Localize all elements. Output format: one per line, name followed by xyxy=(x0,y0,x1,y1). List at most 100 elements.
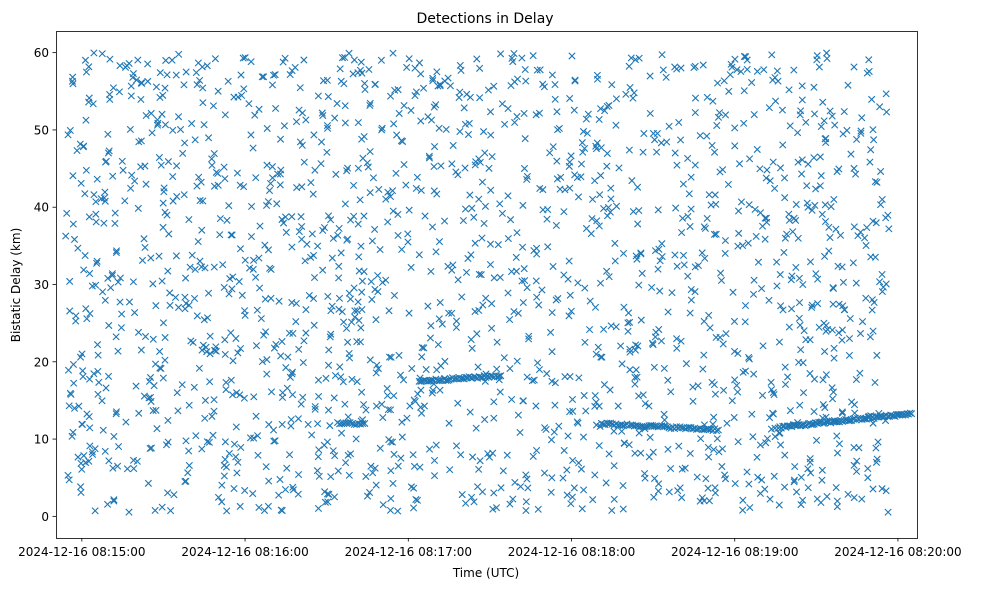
data-point xyxy=(232,334,240,343)
data-point xyxy=(450,375,458,383)
data-point xyxy=(513,229,521,237)
data-point xyxy=(810,407,818,416)
data-point xyxy=(233,169,242,177)
data-point xyxy=(588,214,596,223)
data-point xyxy=(882,487,890,495)
data-point xyxy=(684,154,692,163)
data-point xyxy=(845,335,854,343)
data-point xyxy=(821,217,830,226)
data-point xyxy=(255,105,263,113)
data-point xyxy=(750,276,758,284)
data-point xyxy=(555,422,563,430)
data-point xyxy=(641,399,649,408)
data-point xyxy=(712,230,720,238)
data-point xyxy=(236,345,245,353)
data-point xyxy=(634,342,642,350)
data-point xyxy=(713,435,721,443)
data-point xyxy=(525,332,533,340)
data-point xyxy=(597,144,605,152)
data-point xyxy=(822,371,830,379)
data-point xyxy=(412,88,421,96)
data-point xyxy=(694,382,702,390)
data-point xyxy=(279,219,288,227)
data-point xyxy=(535,301,543,309)
data-point xyxy=(494,241,502,249)
data-point xyxy=(182,68,190,76)
data-point xyxy=(853,135,861,144)
data-point xyxy=(83,315,91,323)
data-point xyxy=(192,69,200,77)
data-point xyxy=(651,474,659,483)
data-point xyxy=(132,76,141,84)
data-point xyxy=(454,171,462,179)
data-point xyxy=(337,249,345,257)
data-point xyxy=(507,267,516,276)
data-point xyxy=(876,278,884,286)
data-point xyxy=(603,267,611,275)
data-point xyxy=(819,98,827,106)
data-point xyxy=(263,370,271,378)
data-point xyxy=(162,441,171,449)
data-point xyxy=(763,434,771,443)
data-point xyxy=(795,358,803,366)
data-point xyxy=(595,222,603,230)
data-point xyxy=(158,277,166,285)
data-point xyxy=(806,369,814,378)
data-point xyxy=(544,205,552,214)
data-point xyxy=(262,201,271,210)
data-point xyxy=(708,378,716,386)
data-point xyxy=(338,420,346,428)
data-point xyxy=(754,258,763,266)
data-point xyxy=(459,216,467,225)
data-point xyxy=(751,205,759,214)
data-point xyxy=(191,265,199,274)
data-point xyxy=(778,106,787,114)
data-point xyxy=(490,414,498,422)
data-point xyxy=(553,175,561,183)
data-point xyxy=(882,280,890,288)
data-point xyxy=(512,253,520,261)
data-point xyxy=(476,94,484,102)
data-point xyxy=(665,122,673,130)
data-point xyxy=(785,210,793,218)
data-point xyxy=(569,407,577,415)
data-point xyxy=(603,149,611,158)
data-point xyxy=(710,413,718,421)
data-point xyxy=(506,364,514,373)
data-point xyxy=(534,505,542,513)
data-point xyxy=(66,307,74,315)
data-point xyxy=(596,279,605,287)
data-point xyxy=(506,315,514,324)
data-point xyxy=(62,232,70,240)
data-point xyxy=(171,293,180,302)
data-point xyxy=(519,397,527,405)
data-point xyxy=(734,207,743,215)
data-point xyxy=(81,190,89,198)
data-point xyxy=(329,234,337,243)
data-point xyxy=(529,52,537,60)
data-point xyxy=(794,234,802,242)
data-point xyxy=(348,419,356,428)
data-point xyxy=(533,293,541,301)
data-point xyxy=(342,324,351,333)
data-point xyxy=(93,175,101,183)
data-point xyxy=(261,328,270,336)
data-point xyxy=(280,122,289,130)
data-point xyxy=(677,337,685,345)
data-point xyxy=(485,164,493,172)
data-point xyxy=(597,171,605,180)
data-point xyxy=(639,148,647,156)
data-point xyxy=(660,410,668,418)
data-point xyxy=(387,438,395,446)
data-point xyxy=(264,502,272,510)
data-point xyxy=(253,306,261,314)
data-point xyxy=(528,377,537,385)
data-point xyxy=(435,315,443,323)
data-point xyxy=(106,55,114,63)
data-point xyxy=(216,231,224,239)
data-point xyxy=(806,455,814,463)
data-point xyxy=(848,398,856,406)
data-point xyxy=(137,346,145,354)
data-point xyxy=(178,381,186,389)
